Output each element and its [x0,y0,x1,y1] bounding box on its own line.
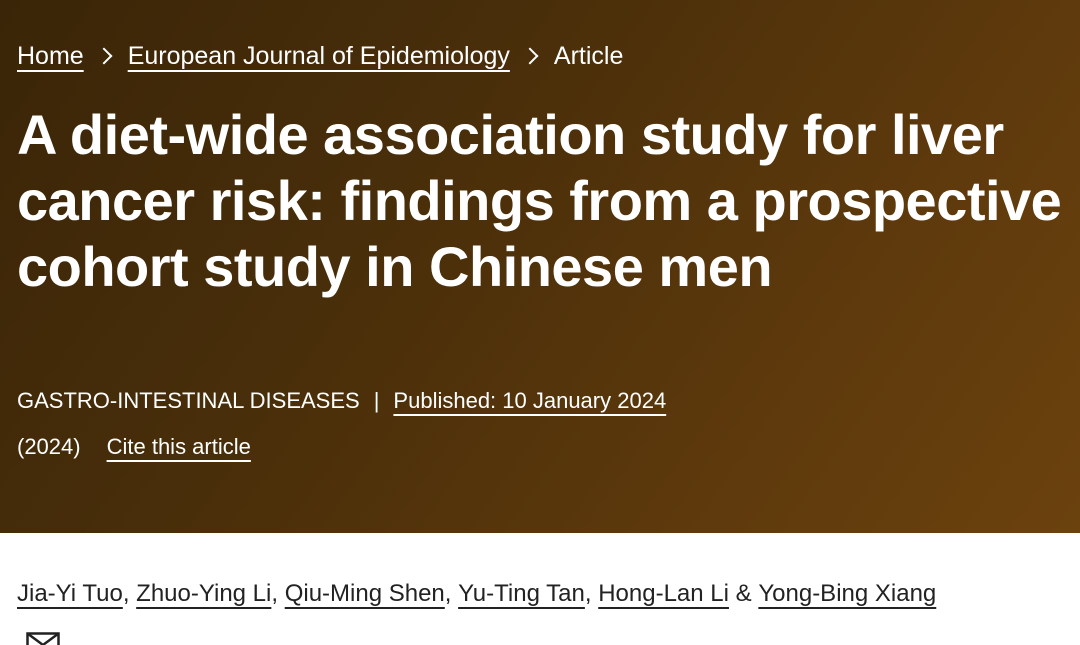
author-link[interactable]: Jia-Yi Tuo [17,580,123,607]
breadcrumb-home-link[interactable]: Home [17,41,84,70]
article-year: (2024) [17,434,81,459]
author-separator: , [271,580,279,607]
author-ampersand: & [735,580,752,607]
author-link[interactable]: Yu-Ting Tan [458,580,585,607]
cite-article-link[interactable]: Cite this article [106,434,251,459]
breadcrumb: Home European Journal of Epidemiology Ar… [17,38,623,74]
chevron-right-icon [521,47,539,65]
article-title: A diet-wide association study for liver … [17,103,1062,298]
article-category: GASTRO-INTESTINAL DISEASES [17,388,360,413]
breadcrumb-journal-link[interactable]: European Journal of Epidemiology [127,41,510,70]
author-separator: , [584,580,592,607]
mail-icon[interactable] [26,632,60,645]
chevron-right-icon [95,47,113,65]
author-link[interactable]: Qiu-Ming Shen [284,580,445,607]
author-separator: , [444,580,452,607]
article-meta: GASTRO-INTESTINAL DISEASES | Published: … [17,384,666,418]
author-link[interactable]: Yong-Bing Xiang [758,580,937,607]
article-citation-line: (2024) Cite this article [17,430,251,464]
meta-separator: | [373,388,380,413]
article-header: Home European Journal of Epidemiology Ar… [0,0,1080,533]
breadcrumb-current: Article [553,41,624,70]
published-date-link[interactable]: Published: 10 January 2024 [393,388,667,413]
author-list: Jia-Yi Tuo , Zhuo-Ying Li , Qiu-Ming She… [17,576,936,612]
author-link[interactable]: Zhuo-Ying Li [136,580,272,607]
author-link[interactable]: Hong-Lan Li [598,580,729,607]
author-separator: , [122,580,130,607]
